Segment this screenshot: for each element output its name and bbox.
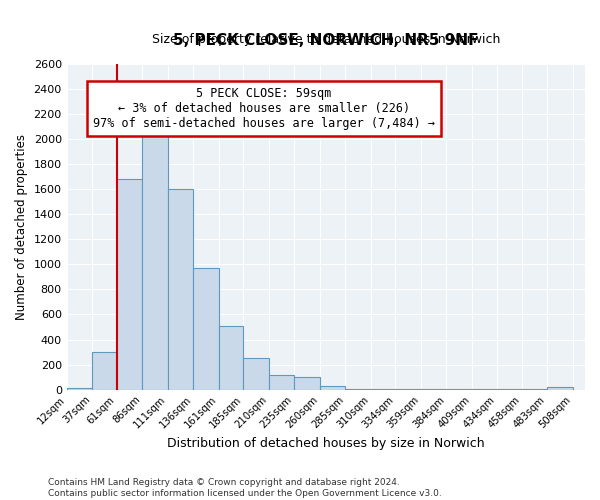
Bar	[395, 389, 421, 390]
Bar	[345, 389, 371, 390]
Bar	[522, 389, 547, 390]
Bar	[472, 389, 497, 390]
Bar	[446, 389, 472, 390]
Y-axis label: Number of detached properties: Number of detached properties	[15, 134, 28, 320]
Bar	[294, 377, 320, 390]
Bar	[421, 389, 446, 390]
Bar	[218, 326, 243, 390]
Bar	[269, 374, 294, 390]
Bar	[371, 389, 395, 390]
X-axis label: Distribution of detached houses by size in Norwich: Distribution of detached houses by size …	[167, 437, 485, 450]
Bar	[547, 387, 573, 390]
Bar	[193, 268, 218, 390]
Bar	[67, 388, 92, 390]
Text: Size of property relative to detached houses in Norwich: Size of property relative to detached ho…	[152, 34, 500, 46]
Title: 5, PECK CLOSE, NORWICH, NR5 9NF: 5, PECK CLOSE, NORWICH, NR5 9NF	[173, 32, 479, 48]
Bar	[92, 352, 116, 390]
Bar	[116, 180, 142, 390]
Bar	[243, 358, 269, 390]
Bar	[320, 386, 345, 390]
Text: 5 PECK CLOSE: 59sqm
← 3% of detached houses are smaller (226)
97% of semi-detach: 5 PECK CLOSE: 59sqm ← 3% of detached hou…	[92, 87, 434, 130]
Bar	[497, 389, 522, 390]
Text: Contains HM Land Registry data © Crown copyright and database right 2024.
Contai: Contains HM Land Registry data © Crown c…	[48, 478, 442, 498]
Bar	[167, 190, 193, 390]
Bar	[142, 120, 167, 390]
